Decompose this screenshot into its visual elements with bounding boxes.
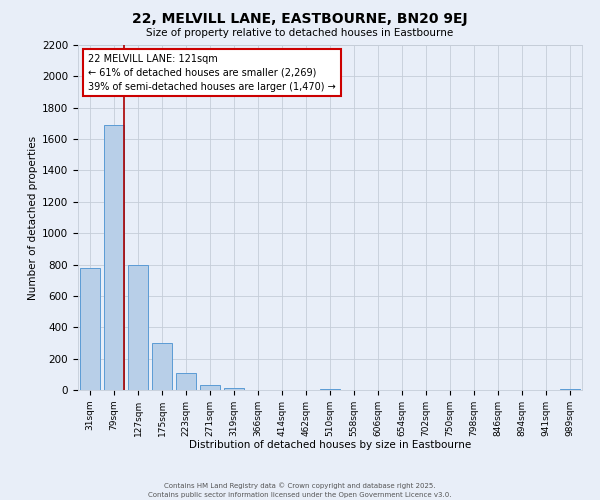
Text: 22 MELVILL LANE: 121sqm
← 61% of detached houses are smaller (2,269)
39% of semi: 22 MELVILL LANE: 121sqm ← 61% of detache… bbox=[88, 54, 336, 92]
Text: Contains HM Land Registry data © Crown copyright and database right 2025.: Contains HM Land Registry data © Crown c… bbox=[164, 482, 436, 489]
X-axis label: Distribution of detached houses by size in Eastbourne: Distribution of detached houses by size … bbox=[189, 440, 471, 450]
Bar bbox=[200, 386, 220, 390]
Text: Contains public sector information licensed under the Open Government Licence v3: Contains public sector information licen… bbox=[148, 492, 452, 498]
Bar bbox=[104, 125, 124, 390]
Bar bbox=[560, 389, 580, 390]
Bar bbox=[320, 389, 340, 390]
Bar bbox=[176, 373, 196, 390]
Text: Size of property relative to detached houses in Eastbourne: Size of property relative to detached ho… bbox=[146, 28, 454, 38]
Text: 22, MELVILL LANE, EASTBOURNE, BN20 9EJ: 22, MELVILL LANE, EASTBOURNE, BN20 9EJ bbox=[132, 12, 468, 26]
Bar bbox=[224, 388, 244, 390]
Bar bbox=[128, 264, 148, 390]
Y-axis label: Number of detached properties: Number of detached properties bbox=[28, 136, 38, 300]
Bar bbox=[80, 268, 100, 390]
Bar bbox=[152, 343, 172, 390]
